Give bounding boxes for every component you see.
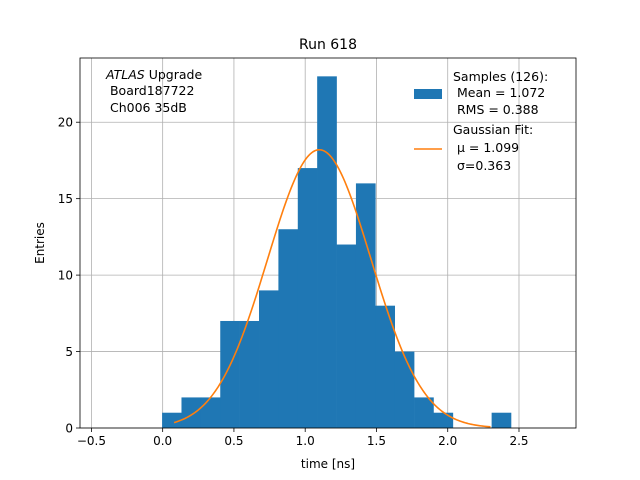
annotation-line-1: ATLAS Upgrade [105,67,202,82]
x-tick-label-1: 0.0 [153,434,172,448]
histogram-bar-10 [355,183,376,428]
y-axis-ticks: 0 5 10 15 20 [58,116,80,436]
gaussian-fit [173,148,491,428]
gaussian-fit-curve [173,148,491,428]
x-tick-label-0: −0.5 [77,434,106,448]
annotation-line-2: Board187722 [106,83,194,98]
legend-hist-line-3: RMS = 0.388 [453,102,539,117]
atlas-label: ATLAS [105,67,145,82]
legend-fit-line-3: σ=0.363 [453,158,511,173]
histogram-bar-9 [336,244,357,428]
x-tick-label-3: 1.0 [296,434,315,448]
y-tick-label-1: 5 [65,345,73,359]
legend-hist-line-1: Samples (126): [453,69,548,84]
histogram-bar-3 [220,320,240,428]
chart-title: Run 618 [299,37,357,53]
legend-fit-line-2: μ = 1.099 [453,140,519,155]
x-tick-label-6: 2.5 [509,434,528,448]
legend-fit-line-1: Gaussian Fit: [453,122,533,137]
histogram-bar-6 [278,229,299,428]
y-axis-label: Entries [33,222,47,264]
x-tick-label-2: 0.5 [224,434,243,448]
histogram-bar-1 [181,397,202,428]
x-tick-label-4: 1.5 [367,434,386,448]
histogram-bars [162,76,512,428]
upgrade-label: Upgrade [145,67,203,82]
histogram-bar-17 [491,412,512,428]
histogram-bar-12 [394,351,415,428]
y-tick-label-2: 10 [58,269,73,283]
y-tick-label-0: 0 [65,422,73,436]
annotation-line-3: Ch006 35dB [106,100,187,115]
histogram-bar-11 [375,305,396,428]
histogram-bar-5 [259,290,279,428]
x-tick-label-5: 2.0 [438,434,457,448]
histogram-bar-8 [317,76,337,428]
x-axis-label: time [ns] [301,457,355,471]
y-tick-label-3: 15 [58,192,73,206]
annotation: ATLAS Upgrade Board187722 Ch006 35dB [105,67,202,115]
histogram-bar-0 [162,412,182,428]
histogram-bar-13 [414,397,434,428]
plot-frame [79,57,577,429]
y-tick-label-4: 20 [58,116,73,130]
histogram-bar-2 [200,397,221,428]
histogram-bar-14 [433,412,454,428]
histogram-bar-4 [239,320,260,428]
histogram-bar-7 [297,168,318,428]
legend-hist-line-2: Mean = 1.072 [453,85,545,100]
x-axis-ticks: −0.5 0.0 0.5 1.0 1.5 2.0 2.5 [77,428,529,448]
legend: Samples (126): Mean = 1.072 RMS = 0.388 … [414,69,548,173]
legend-hist-swatch [414,89,442,99]
